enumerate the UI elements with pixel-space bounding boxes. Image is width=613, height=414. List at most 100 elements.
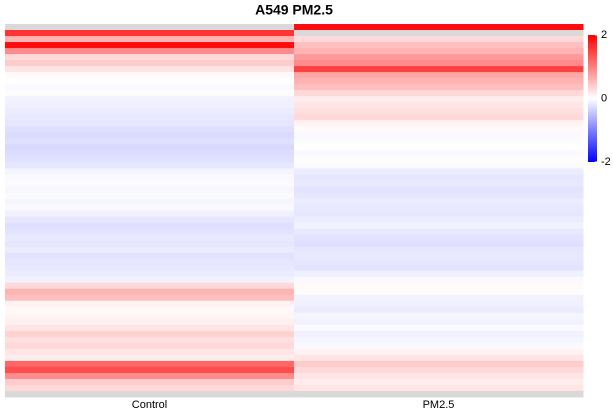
colorbar	[588, 35, 597, 162]
heatmap-cell	[5, 144, 295, 151]
heatmap-cell	[294, 96, 584, 103]
heatmap-cell	[294, 342, 584, 350]
x-tick-label: PM2.5	[423, 399, 455, 411]
heatmap-cell	[294, 330, 584, 338]
heatmap-cell	[294, 180, 584, 187]
heatmap-cell	[294, 258, 584, 266]
heatmap-cell	[5, 114, 295, 121]
heatmap-cell	[5, 156, 295, 163]
heatmap-cell	[5, 348, 295, 356]
heatmap-cell	[294, 36, 584, 43]
heatmap-cell	[5, 96, 295, 103]
heatmap-cell	[294, 234, 584, 242]
heatmap-cell	[294, 240, 584, 248]
heatmap-cell	[5, 270, 295, 278]
heatmap-cell	[5, 294, 295, 302]
heatmap-cell	[5, 234, 295, 242]
heatmap-cell	[5, 240, 295, 248]
heatmap-cell	[294, 312, 584, 320]
heatmap-cell	[5, 210, 295, 218]
heatmap-cell	[5, 264, 295, 272]
heatmap-cell	[294, 324, 584, 332]
heatmap-cell	[294, 318, 584, 326]
heatmap-cell	[5, 330, 295, 338]
heatmap-cell	[5, 84, 295, 91]
heatmap-cell	[294, 360, 584, 368]
heatmap-cell	[5, 276, 295, 284]
heatmap-cell	[294, 264, 584, 272]
heatmap-cell	[294, 42, 584, 49]
chart-title: A549 PM2.5	[255, 2, 333, 18]
heatmap-cell	[5, 180, 295, 187]
heatmap-cell	[5, 258, 295, 266]
heatmap-cell	[5, 24, 295, 31]
heatmap-cell	[5, 246, 295, 254]
heatmap-cell	[5, 30, 295, 37]
heatmap-cell	[294, 48, 584, 55]
heatmap-cell	[294, 168, 584, 175]
heatmap-cell	[294, 228, 584, 236]
heatmap-cell	[5, 126, 295, 133]
heatmap-cell	[294, 102, 584, 109]
x-tick-label: Control	[132, 399, 167, 411]
heatmap-cell	[5, 252, 295, 260]
heatmap-cell	[294, 354, 584, 362]
heatmap-cell	[294, 54, 584, 61]
heatmap-cell	[5, 222, 295, 230]
heatmap-cell	[5, 300, 295, 308]
heatmap-cell	[5, 120, 295, 127]
heatmap-cell	[5, 198, 295, 205]
heatmap-cell	[294, 24, 584, 31]
heatmap-cell	[294, 294, 584, 302]
heatmap-cell	[5, 108, 295, 115]
heatmap-cell	[5, 342, 295, 350]
heatmap-cell	[5, 36, 295, 43]
heatmap-cell	[5, 72, 295, 79]
heatmap-cell	[294, 282, 584, 290]
heatmap-cell	[5, 366, 295, 374]
heatmap-cell	[294, 132, 584, 139]
heatmap-cell	[294, 348, 584, 356]
colorbar-tick-label: 0	[601, 92, 607, 104]
heatmap-cell	[5, 192, 295, 199]
heatmap-cell	[294, 126, 584, 133]
heatmap-cell	[5, 102, 295, 109]
heatmap-cell	[294, 336, 584, 344]
heatmap-cell	[5, 168, 295, 175]
heatmap-cell	[5, 186, 295, 193]
heatmap-cell	[294, 156, 584, 163]
heatmap-cell	[5, 90, 295, 97]
heatmap-cell	[294, 204, 584, 211]
heatmap-cell	[294, 390, 584, 398]
heatmap-cell	[294, 306, 584, 314]
heatmap-cell	[294, 276, 584, 284]
heatmap-cell	[294, 150, 584, 157]
heatmap-cell	[5, 78, 295, 85]
heatmap-cell	[5, 354, 295, 362]
heatmap-cell	[294, 186, 584, 193]
heatmap-cell	[5, 288, 295, 296]
heatmap-cell	[294, 90, 584, 97]
heatmap-cell	[294, 210, 584, 218]
heatmap-cell	[5, 384, 295, 392]
heatmap-cell	[294, 198, 584, 205]
heatmap-cell	[5, 306, 295, 314]
heatmap-cell	[5, 318, 295, 326]
heatmap-cell	[5, 174, 295, 181]
heatmap-cell	[5, 216, 295, 224]
heatmap-cell	[294, 192, 584, 199]
heatmap-cell	[294, 378, 584, 386]
heatmap-cell	[5, 312, 295, 320]
heatmap-cell	[5, 138, 295, 145]
heatmap-cell	[294, 120, 584, 127]
heatmap-cell	[5, 372, 295, 380]
heatmap-cell	[294, 366, 584, 374]
heatmap-cell	[294, 162, 584, 169]
heatmap-cell	[5, 378, 295, 386]
heatmap-cell	[294, 78, 584, 85]
heatmap-cell	[294, 60, 584, 67]
heatmap-cell	[294, 138, 584, 145]
heatmap-cell	[5, 162, 295, 169]
heatmap-cell	[294, 108, 584, 115]
